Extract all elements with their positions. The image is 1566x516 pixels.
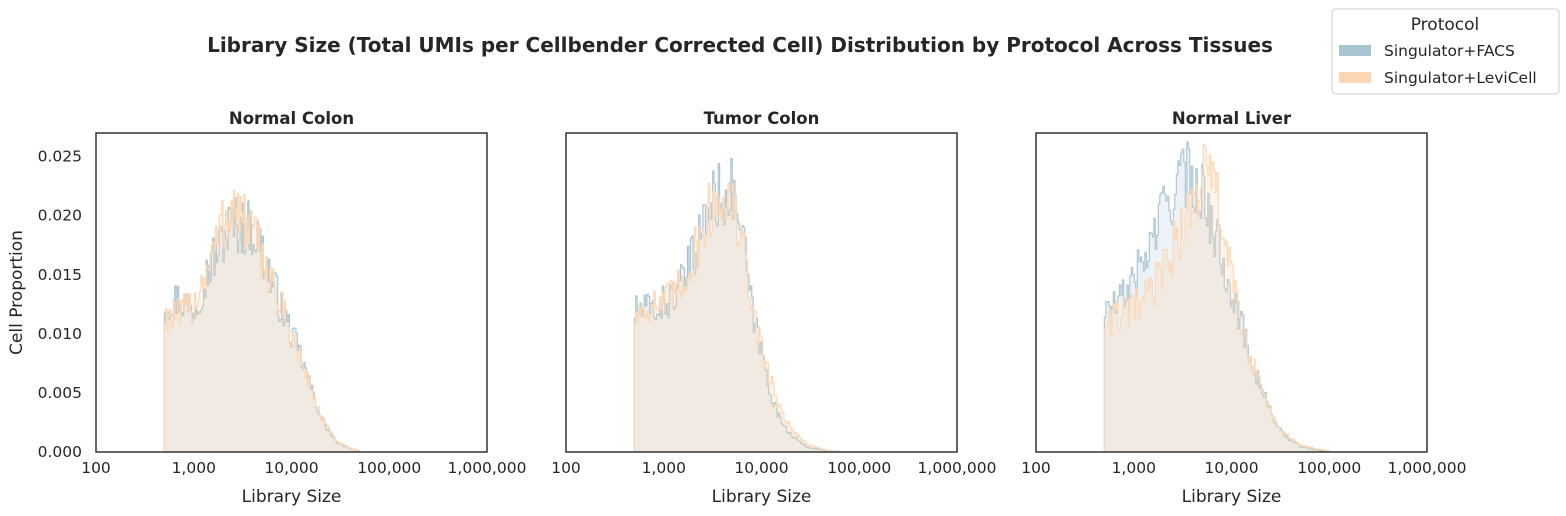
- panel-title-tumor-colon: Tumor Colon: [704, 109, 820, 128]
- y-tick-label: 0.005: [38, 384, 82, 402]
- x-tick-label: 10,000: [1204, 459, 1258, 477]
- legend-frame: [1331, 8, 1560, 95]
- legend: Protocol Singulator+FACS Singulator+Levi…: [1331, 8, 1560, 95]
- legend-label-facs: Singulator+FACS: [1384, 42, 1515, 60]
- x-tick-label: 100,000: [357, 459, 421, 477]
- legend-title: Protocol: [1411, 15, 1480, 35]
- legend-label-levicell: Singulator+LeviCell: [1384, 69, 1537, 87]
- panels: Normal Colon 100 1,000 10,000 100,000 1,000,0…: [7, 109, 1466, 507]
- histogram-singulator-facs-tumor-colon: [633, 158, 845, 453]
- x-tick-label: 100,000: [1297, 459, 1361, 477]
- plot-frame-normal-colon: [95, 132, 488, 453]
- x-tick-label: 1,000: [172, 459, 216, 477]
- legend-swatch-levicell: [1339, 72, 1371, 83]
- x-tick-label: 100: [81, 459, 111, 477]
- histogram-singulator-levicell-normal-colon: [163, 190, 361, 453]
- x-axis-label-normal-liver: Library Size: [1182, 487, 1282, 507]
- x-tick-label: 10,000: [264, 459, 318, 477]
- x-axis-label-tumor-colon: Library Size: [712, 487, 812, 507]
- panel-normal-liver: Normal Liver 100 1,000 10,000 100,000 1,000,0…: [1021, 109, 1466, 507]
- y-axis-label-normal-colon: Cell Proportion: [7, 230, 27, 355]
- x-tick-label: 1,000: [1112, 459, 1156, 477]
- histogram-singulator-facs-normal-colon: [163, 197, 361, 453]
- y-tick-label: 0.000: [38, 443, 82, 461]
- histogram-singulator-levicell-tumor-colon: [633, 182, 845, 453]
- figure-title: Library Size (Total UMIs per Cellbender …: [207, 33, 1273, 57]
- x-tick-label: 1,000,000: [918, 459, 997, 477]
- panel-tumor-colon: Tumor Colon 100 1,000 10,000 100,000 1,000,00…: [551, 109, 996, 507]
- y-tick-label: 0.020: [38, 207, 82, 225]
- x-tick-label: 100,000: [827, 459, 891, 477]
- panel-title-normal-liver: Normal Liver: [1172, 109, 1292, 128]
- y-tick-label: 0.015: [38, 266, 82, 284]
- plot-frame-normal-liver: [1035, 132, 1428, 453]
- x-axis-label-normal-colon: Library Size: [242, 487, 342, 507]
- x-tick-label: 1,000,000: [1388, 459, 1467, 477]
- x-tick-label: 10,000: [734, 459, 788, 477]
- x-tick-label: 100: [551, 459, 581, 477]
- x-tick-label: 1,000,000: [448, 459, 527, 477]
- legend-swatch-facs: [1339, 45, 1371, 56]
- x-tick-label: 100: [1021, 459, 1051, 477]
- histogram-singulator-levicell-normal-liver: [1103, 143, 1330, 453]
- y-tick-label: 0.010: [38, 325, 82, 343]
- panel-normal-colon: Normal Colon 100 1,000 10,000 100,000 1,000,0…: [7, 109, 526, 507]
- panel-title-normal-colon: Normal Colon: [229, 109, 354, 128]
- x-tick-label: 1,000: [642, 459, 686, 477]
- y-tick-label: 0.025: [38, 148, 82, 166]
- plot-frame-tumor-colon: [565, 132, 958, 453]
